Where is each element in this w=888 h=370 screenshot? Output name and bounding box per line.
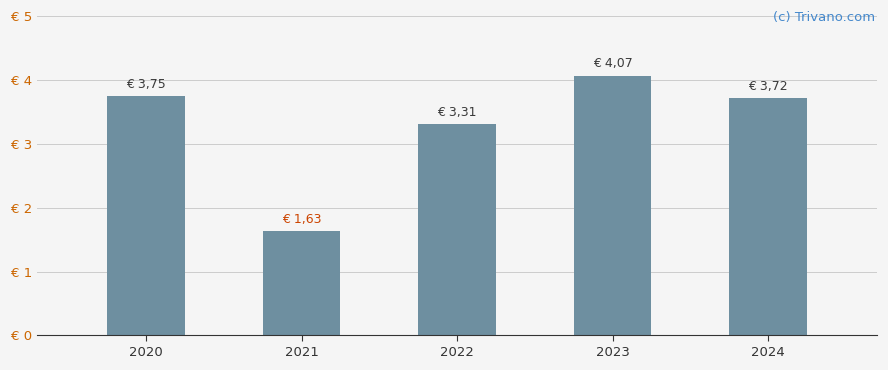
Bar: [107, 96, 185, 336]
Bar: [263, 231, 340, 336]
Bar: [574, 75, 652, 336]
Text: € 3,31: € 3,31: [437, 106, 477, 119]
Text: € 3,72: € 3,72: [749, 80, 788, 93]
Bar: [729, 98, 807, 336]
Text: € 3,75: € 3,75: [126, 78, 166, 91]
Bar: [418, 124, 496, 336]
Text: € 4,07: € 4,07: [592, 57, 632, 70]
Text: € 1,63: € 1,63: [281, 213, 321, 226]
Text: (c) Trivano.com: (c) Trivano.com: [773, 11, 875, 24]
